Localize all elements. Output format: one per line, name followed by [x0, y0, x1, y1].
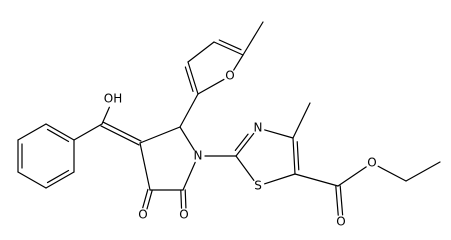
atom-label: O [225, 69, 234, 83]
bond [235, 155, 255, 181]
atom-label: N [254, 121, 263, 135]
bond [294, 173, 339, 187]
bond [335, 185, 339, 216]
molecule-diagram: OH O N N S O O O O [17, 21, 441, 229]
bond [264, 173, 296, 185]
bond [337, 166, 367, 187]
atom-label: O [336, 215, 345, 229]
bond [377, 165, 407, 182]
bond [296, 141, 300, 171]
bonds [17, 21, 441, 216]
bond [146, 189, 153, 210]
bond [46, 169, 70, 184]
bond [197, 78, 225, 95]
bond [45, 171, 75, 189]
bond [179, 126, 195, 151]
atom-label: N [194, 149, 203, 163]
bond [264, 129, 294, 139]
bond [213, 41, 244, 56]
bond [179, 93, 199, 128]
bond [339, 185, 344, 216]
atom-labels: OH O N N S O O O O [104, 69, 377, 229]
bond [142, 188, 149, 209]
bond [17, 123, 47, 141]
bond [46, 128, 70, 143]
bond [45, 123, 75, 141]
bond [187, 61, 199, 95]
bond [405, 161, 441, 182]
bond [101, 106, 110, 125]
bond [180, 189, 183, 209]
atom-label: S [254, 179, 262, 193]
bond [102, 121, 142, 142]
bond [218, 39, 242, 51]
bond [234, 133, 249, 151]
atom-label: O [138, 208, 147, 222]
bond [100, 125, 140, 146]
bond [73, 123, 103, 141]
bond [139, 142, 151, 191]
bond [184, 189, 187, 209]
bond [187, 41, 215, 63]
atom-label: OH [104, 92, 122, 106]
bond [233, 54, 244, 71]
bond [235, 132, 255, 157]
bond [242, 21, 264, 56]
bond [292, 102, 311, 139]
bond [184, 66, 194, 92]
atom-label: O [179, 208, 188, 222]
bond [139, 126, 181, 144]
bond [292, 137, 296, 175]
bond [182, 161, 196, 191]
atom-label: O [367, 156, 376, 170]
bond [17, 171, 47, 189]
